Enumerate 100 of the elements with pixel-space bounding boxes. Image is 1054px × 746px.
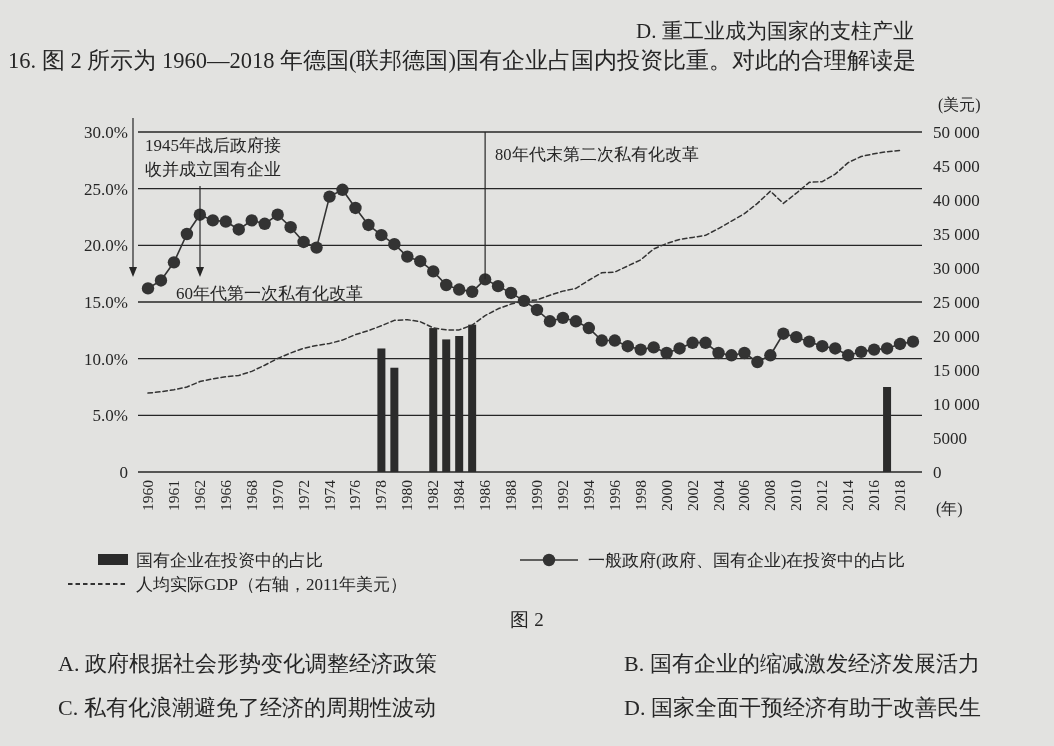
x-tick-label: 1992: [553, 480, 571, 511]
point: [738, 346, 751, 360]
text: D. 重工业成为国家的支柱产业: [636, 19, 914, 43]
y2-tick-label: 30 000: [933, 259, 980, 278]
x-tick-label: 2014: [839, 479, 857, 511]
x-tick-label: 2008: [761, 479, 779, 511]
point: [906, 335, 920, 348]
y-tick-label: 25.0%: [84, 179, 128, 199]
point: [841, 349, 855, 362]
x-tick-label: 2000: [657, 479, 675, 511]
point: [297, 235, 310, 249]
y-tick-label: 0: [119, 463, 128, 482]
point: [595, 334, 609, 347]
text: B. 国有企业的缩减激发经济发展活力: [624, 651, 980, 676]
point: [556, 311, 570, 325]
y2-tick-label: 5000: [933, 429, 967, 448]
point: [893, 337, 907, 351]
y2-tick-label: 0: [933, 463, 942, 482]
text: D. 国家全面干预经济有助于改善民生: [624, 695, 981, 720]
x-tick-label: 1994: [579, 479, 597, 511]
point: [310, 241, 323, 254]
x-tick-label: 1978: [372, 479, 390, 511]
x-tick-label: 1996: [605, 479, 623, 511]
y2-tick-label: 45 000: [933, 157, 980, 176]
point: [764, 349, 777, 362]
point: [712, 346, 725, 360]
x-tick-label: 1980: [398, 479, 416, 511]
point: [867, 343, 881, 356]
point: [517, 294, 531, 308]
legend-label: 国有企业在投资中的占比: [136, 551, 323, 570]
point: [751, 355, 764, 369]
point: [854, 345, 868, 359]
y2-tick-label: 15 000: [933, 361, 980, 380]
x-tick-label: 2010: [787, 479, 805, 511]
point: [790, 330, 803, 344]
caption: 图 2: [510, 609, 544, 630]
x-tick-label: 1974: [320, 479, 338, 511]
text: A. 政府根据社会形势变化调整经济政策: [58, 651, 437, 676]
y-tick-label: 5.0%: [92, 406, 128, 426]
x-tick-label: 1984: [450, 479, 468, 511]
x-tick-label: 1968: [242, 479, 260, 511]
x-tick-label: 2006: [735, 479, 753, 511]
point: [465, 285, 479, 298]
chart-title: 16. 图 2 所示为 1960—2018 年德国(联邦德国)国有企业占国内投资比重。对此的合理解读是: [8, 48, 916, 73]
point: [634, 343, 647, 356]
point: [608, 334, 621, 347]
point: [543, 315, 557, 328]
point: [219, 215, 232, 228]
point: [180, 227, 194, 241]
annotation: 80年代末第二次私有化改革: [495, 145, 699, 164]
x-tick-label: 1986: [476, 479, 494, 511]
y2-tick-label: 10 000: [933, 395, 980, 414]
x-tick-label: 1988: [502, 479, 520, 511]
point: [258, 217, 271, 230]
annotation: 1945年战后政府接收并成立国有企业: [145, 136, 281, 179]
point: [673, 342, 686, 355]
y-tick-label: 30.0%: [84, 123, 128, 142]
point: [440, 278, 453, 292]
point: [880, 342, 894, 355]
x-tick-label: 1970: [268, 479, 286, 511]
point: [686, 336, 699, 349]
point: [530, 303, 544, 317]
x-tick-label: 1966: [216, 479, 234, 511]
point: [452, 283, 466, 296]
y-tick-label: 15.0%: [84, 293, 128, 312]
point: [401, 250, 414, 263]
point: [582, 321, 596, 335]
y2-tick-label: 20 000: [933, 327, 980, 346]
point: [699, 336, 712, 349]
x-tick-label: 1960: [139, 479, 156, 511]
point: [154, 274, 168, 287]
legend-label: 一般政府(政府、国有企业)在投资中的占比: [588, 551, 906, 570]
point: [362, 218, 375, 232]
point: [803, 335, 816, 348]
x-tick-label: 1972: [294, 480, 312, 511]
y2-tick-label: 25 000: [933, 293, 980, 312]
x-tick-label: 1961: [164, 480, 182, 511]
point: [777, 327, 790, 340]
point: [660, 346, 673, 360]
y2-axis-title: (美元): [938, 96, 981, 114]
point: [414, 255, 427, 268]
y-tick-label: 10.0%: [84, 349, 128, 369]
point: [621, 340, 634, 353]
x-tick-label: 2016: [865, 479, 883, 511]
y2-tick-label: 40 000: [933, 191, 980, 210]
point: [349, 201, 362, 215]
point: [323, 190, 336, 203]
y2-tick-label: 35 000: [933, 225, 980, 244]
point: [206, 214, 220, 227]
y-tick-label: 20.0%: [84, 236, 128, 256]
x-tick-label: 1962: [190, 480, 208, 511]
x-tick-label: 2012: [813, 480, 831, 511]
x-tick-label: 1990: [527, 479, 545, 511]
x-tick-label: 1976: [346, 479, 364, 511]
text: C. 私有化浪潮避免了经济的周期性波动: [58, 695, 436, 720]
point: [829, 342, 842, 355]
point: [284, 221, 297, 234]
point: [725, 349, 738, 362]
y2-tick-label: 50 000: [933, 123, 980, 142]
x-axis-title: (年): [936, 500, 963, 518]
